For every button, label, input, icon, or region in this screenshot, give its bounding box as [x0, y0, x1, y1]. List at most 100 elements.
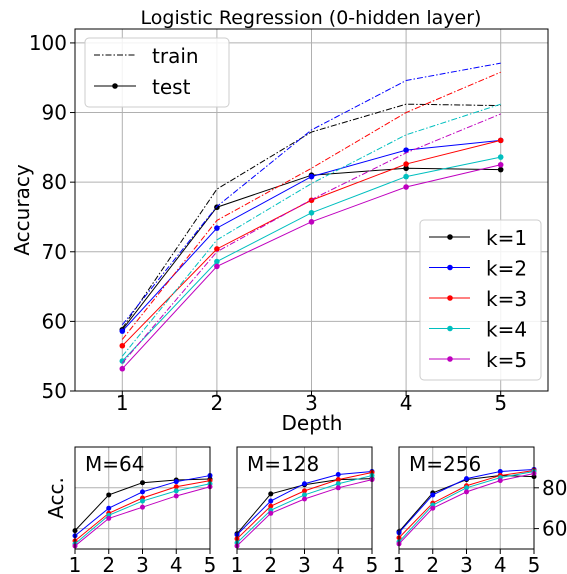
x-tick-label: 3 — [298, 553, 311, 574]
y-tick-label: 80 — [542, 476, 567, 500]
sub-point — [268, 491, 274, 497]
test-point — [119, 328, 126, 334]
sub-point — [335, 472, 341, 478]
sub-point — [335, 485, 341, 491]
test-point — [119, 365, 126, 372]
x-axis-label: Depth — [282, 411, 343, 435]
sub-point — [335, 477, 341, 483]
x-tick-label: 3 — [460, 553, 473, 574]
subplot-title: M=128 — [247, 452, 319, 476]
k-legend — [419, 219, 542, 381]
y-tick-label: 50 — [42, 379, 67, 403]
x-tick-label: 2 — [264, 553, 277, 574]
x-tick-label: 2 — [426, 553, 439, 574]
sub-y-axis-label: Acc. — [44, 477, 68, 519]
x-tick-label: 5 — [204, 553, 217, 574]
x-tick-label: 1 — [231, 553, 244, 574]
sub-point — [430, 505, 436, 511]
legend-k-label: k=1 — [486, 226, 527, 250]
sub-point — [173, 479, 179, 485]
test-point — [308, 209, 315, 216]
x-tick-label: 3 — [136, 553, 149, 574]
sub-point — [140, 498, 145, 504]
y-tick-label: 90 — [42, 101, 67, 125]
test-point — [119, 342, 126, 349]
sub-point — [140, 504, 145, 510]
sub-point — [140, 480, 145, 486]
train-line-k3 — [121, 71, 501, 340]
train-line-k5 — [121, 113, 501, 364]
legend-test-marker — [112, 83, 118, 89]
sub-point — [497, 478, 503, 484]
sub-point — [430, 492, 436, 498]
sub-point — [464, 485, 469, 491]
sub-point — [106, 505, 112, 511]
train-line-k2 — [121, 62, 501, 326]
train-line-k4 — [121, 103, 501, 357]
test-point — [403, 184, 409, 190]
legend-train-label: train — [152, 44, 199, 68]
x-tick-label: 5 — [528, 553, 541, 574]
x-tick-label: 1 — [393, 553, 406, 574]
x-tick-label: 1 — [116, 391, 129, 415]
sub-point — [464, 489, 469, 495]
train-line-k1 — [121, 103, 501, 329]
sub-point — [106, 492, 112, 498]
sub-point — [497, 468, 503, 474]
x-tick-label: 5 — [366, 553, 379, 574]
test-point — [308, 173, 315, 180]
test-point — [403, 165, 409, 172]
sub-point — [302, 496, 307, 502]
test-point — [403, 173, 409, 180]
legend-k-marker — [447, 234, 453, 240]
test-point — [214, 246, 220, 252]
test-point — [497, 137, 504, 144]
test-point — [403, 161, 409, 167]
x-tick-label: 3 — [305, 391, 318, 415]
y-tick-label: 60 — [542, 517, 567, 541]
x-tick-label: 4 — [400, 391, 413, 415]
y-tick-label: 60 — [42, 309, 67, 333]
y-tick-label: 70 — [42, 240, 67, 264]
sub-point — [302, 492, 307, 498]
x-tick-label: 2 — [211, 391, 224, 415]
sub-point — [173, 488, 179, 494]
chart-title: Logistic Regression (0-hidden layer) — [141, 7, 482, 29]
y-tick-label: 100 — [29, 31, 67, 55]
sub-point — [140, 489, 145, 495]
test-point — [308, 219, 315, 225]
x-tick-label: 5 — [494, 391, 507, 415]
legend-k-label: k=4 — [486, 318, 527, 342]
legend-k-marker — [447, 325, 453, 332]
legend-k-marker — [447, 264, 453, 271]
y-axis-label: Accuracy — [10, 164, 34, 255]
sub-point — [302, 488, 307, 494]
test-point — [214, 225, 220, 231]
y-tick-label: 80 — [42, 170, 67, 194]
sub-point — [268, 503, 274, 509]
sub-point — [173, 493, 179, 499]
test-point — [497, 161, 504, 168]
sub-point — [268, 498, 274, 504]
test-point — [497, 154, 504, 160]
subplot-title: M=64 — [85, 452, 144, 476]
test-point — [214, 258, 220, 265]
sub-point — [335, 481, 341, 487]
sub-point — [268, 510, 274, 516]
x-tick-label: 4 — [332, 553, 345, 574]
sub-point — [173, 484, 179, 490]
legend-k-label: k=2 — [486, 257, 527, 281]
test-point — [214, 263, 220, 270]
sub-point — [106, 515, 112, 521]
sub-point — [302, 481, 307, 487]
test-point — [403, 147, 409, 153]
legend-k-label: k=3 — [486, 287, 527, 311]
x-tick-label: 4 — [170, 553, 183, 574]
legend-k-marker — [447, 295, 453, 301]
test-point — [119, 358, 126, 364]
legend-test-label: test — [152, 75, 191, 99]
test-point — [497, 166, 504, 173]
subplot-title: M=256 — [409, 452, 481, 476]
x-tick-label: 4 — [494, 553, 507, 574]
